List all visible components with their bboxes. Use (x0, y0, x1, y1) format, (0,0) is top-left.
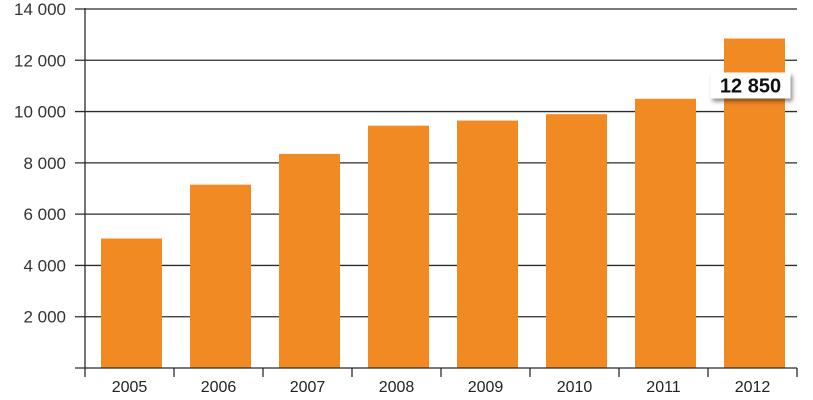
y-tick-label: 2 000 (23, 308, 66, 327)
bar-2006 (190, 184, 251, 368)
x-tick-label: 2006 (201, 379, 237, 396)
x-tick-label: 2007 (290, 379, 326, 396)
x-tick-label: 2010 (557, 379, 593, 396)
bar-2010 (546, 114, 607, 368)
y-axis-tick-labels: 2 000 4 000 6 000 8 000 10 000 12 000 14 000 (14, 0, 66, 327)
x-tick-label: 2011 (646, 379, 681, 396)
axes (75, 8, 798, 377)
x-tick-label: 2009 (468, 379, 504, 396)
y-tick-label: 4 000 (23, 256, 66, 275)
x-tick-label: 2005 (112, 379, 148, 396)
y-tick-label: 6 000 (23, 205, 66, 224)
callout-value-label: 12 850 (720, 75, 781, 97)
y-tick-label: 14 000 (14, 0, 66, 19)
bar-2007 (279, 153, 340, 368)
y-tick-label: 10 000 (14, 103, 66, 122)
bar-2009 (457, 120, 518, 369)
bars (101, 38, 785, 369)
y-tick-label: 12 000 (14, 51, 66, 70)
callout-box (710, 72, 791, 99)
bar-2005 (101, 238, 162, 368)
x-axis-tick-labels: 2005 2006 2007 2008 2009 2010 2011 2012 (112, 379, 771, 396)
bar-2008 (368, 125, 429, 368)
x-tick-label: 2012 (735, 379, 771, 396)
x-tick-label: 2008 (379, 379, 415, 396)
highlight-callout: 12 850 (710, 72, 791, 99)
y-tick-label: 8 000 (23, 154, 66, 173)
bar-2011 (635, 98, 696, 368)
